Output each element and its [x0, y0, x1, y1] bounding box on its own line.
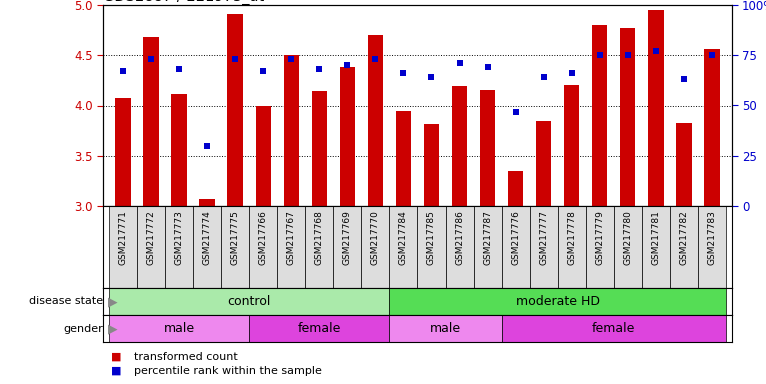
Bar: [536, 121, 552, 206]
Text: GSM217772: GSM217772: [146, 210, 155, 265]
Bar: [109, 206, 137, 288]
Text: GSM217784: GSM217784: [399, 210, 408, 265]
Bar: [446, 206, 473, 288]
Text: male: male: [164, 322, 195, 335]
Text: GSM217786: GSM217786: [455, 210, 464, 265]
Text: transformed count: transformed count: [134, 352, 237, 362]
Bar: [199, 199, 215, 206]
Bar: [389, 288, 726, 315]
Bar: [620, 28, 636, 206]
Bar: [676, 122, 692, 206]
Bar: [193, 206, 221, 288]
Bar: [698, 206, 726, 288]
Bar: [502, 206, 529, 288]
Bar: [586, 206, 614, 288]
Bar: [228, 14, 243, 206]
Text: GSM217767: GSM217767: [286, 210, 296, 265]
Bar: [256, 106, 271, 206]
Bar: [473, 206, 502, 288]
Text: GSM217782: GSM217782: [679, 210, 689, 265]
Bar: [508, 171, 523, 206]
Text: GDS2887 / 221973_at: GDS2887 / 221973_at: [103, 0, 265, 5]
Bar: [648, 10, 663, 206]
Text: moderate HD: moderate HD: [516, 295, 600, 308]
Bar: [529, 206, 558, 288]
Bar: [306, 206, 333, 288]
Text: ▶: ▶: [109, 295, 118, 308]
Bar: [558, 206, 586, 288]
Text: GSM217776: GSM217776: [511, 210, 520, 265]
Bar: [704, 49, 719, 206]
Bar: [137, 206, 165, 288]
Text: GSM217787: GSM217787: [483, 210, 492, 265]
Bar: [312, 91, 327, 206]
Text: GSM217774: GSM217774: [203, 210, 211, 265]
Bar: [333, 206, 362, 288]
Text: GSM217769: GSM217769: [343, 210, 352, 265]
Bar: [424, 124, 439, 206]
Bar: [109, 315, 249, 342]
Text: GSM217770: GSM217770: [371, 210, 380, 265]
Bar: [172, 94, 187, 206]
Bar: [116, 98, 131, 206]
Text: GSM217785: GSM217785: [427, 210, 436, 265]
Bar: [389, 206, 417, 288]
Bar: [396, 111, 411, 206]
Text: male: male: [430, 322, 461, 335]
Bar: [362, 206, 389, 288]
Bar: [480, 90, 496, 206]
Bar: [283, 55, 299, 206]
Text: ▶: ▶: [109, 322, 118, 335]
Text: GSM217771: GSM217771: [119, 210, 127, 265]
Bar: [221, 206, 249, 288]
Text: control: control: [228, 295, 271, 308]
Bar: [642, 206, 669, 288]
Bar: [417, 206, 446, 288]
Text: ■: ■: [111, 352, 122, 362]
Bar: [249, 206, 277, 288]
Text: GSM217780: GSM217780: [624, 210, 632, 265]
Text: gender: gender: [63, 323, 103, 333]
Text: GSM217777: GSM217777: [539, 210, 548, 265]
Text: GSM217781: GSM217781: [651, 210, 660, 265]
Bar: [368, 35, 383, 206]
Text: GSM217779: GSM217779: [595, 210, 604, 265]
Bar: [592, 25, 607, 206]
Bar: [452, 86, 467, 206]
Text: GSM217775: GSM217775: [231, 210, 240, 265]
Text: disease state: disease state: [28, 296, 103, 306]
Bar: [389, 315, 502, 342]
Bar: [614, 206, 642, 288]
Bar: [502, 315, 726, 342]
Bar: [277, 206, 306, 288]
Bar: [249, 315, 389, 342]
Text: percentile rank within the sample: percentile rank within the sample: [134, 366, 322, 376]
Bar: [339, 67, 355, 206]
Text: GSM217773: GSM217773: [175, 210, 184, 265]
Text: GSM217766: GSM217766: [259, 210, 268, 265]
Text: GSM217768: GSM217768: [315, 210, 324, 265]
Text: female: female: [592, 322, 636, 335]
Text: female: female: [298, 322, 341, 335]
Bar: [564, 85, 579, 206]
Text: GSM217783: GSM217783: [708, 210, 716, 265]
Text: GSM217778: GSM217778: [567, 210, 576, 265]
Bar: [669, 206, 698, 288]
Text: ■: ■: [111, 366, 122, 376]
Bar: [143, 37, 159, 206]
Bar: [165, 206, 193, 288]
Bar: [109, 288, 389, 315]
